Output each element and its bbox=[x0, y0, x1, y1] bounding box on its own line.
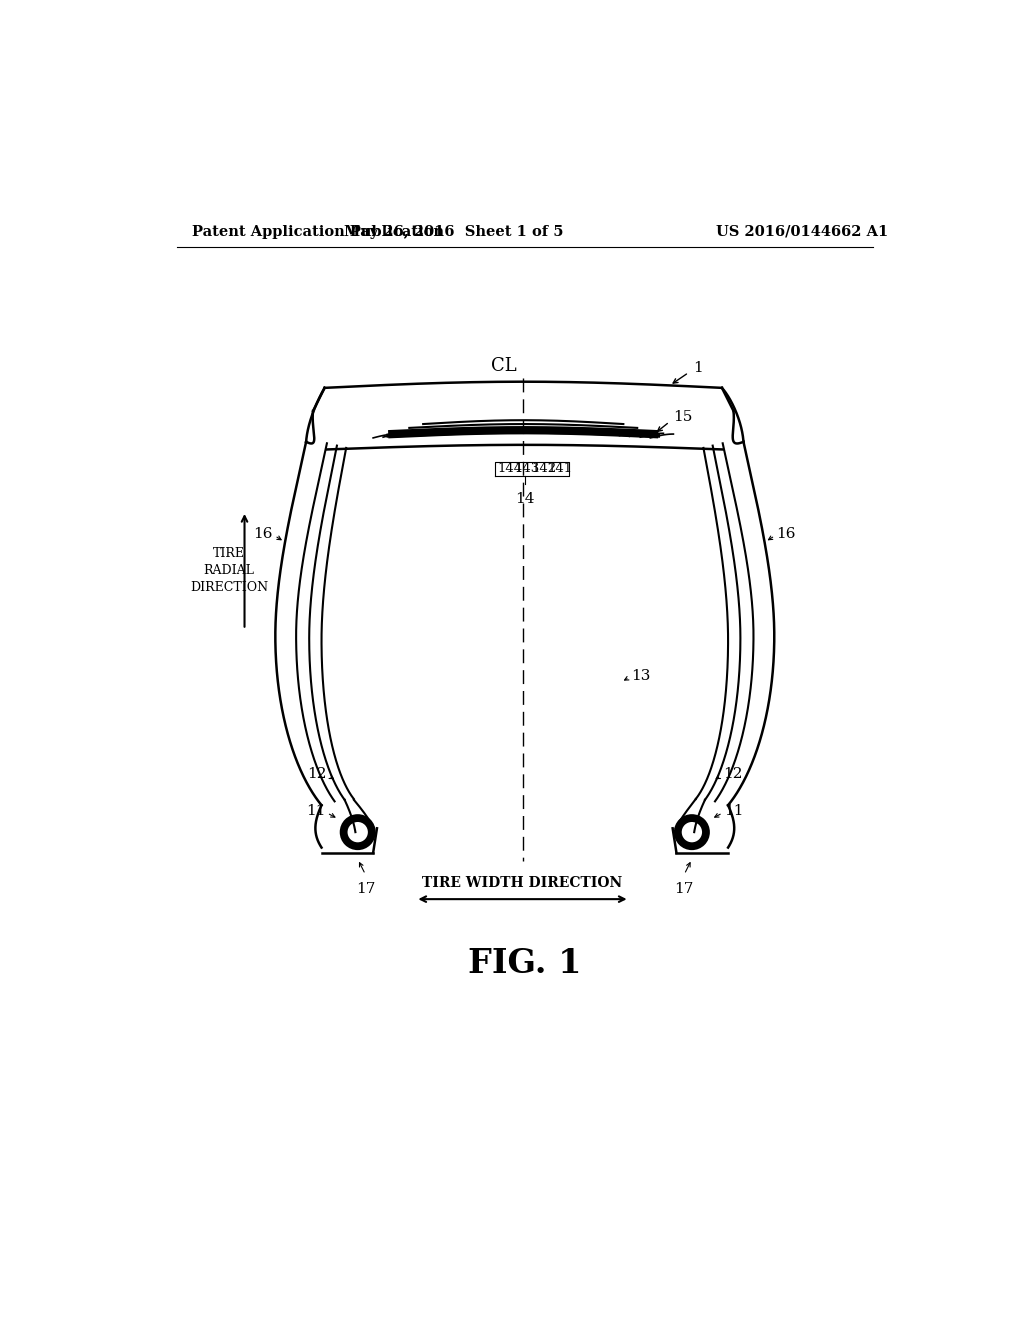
Text: Patent Application Publication: Patent Application Publication bbox=[193, 224, 444, 239]
Text: May 26, 2016  Sheet 1 of 5: May 26, 2016 Sheet 1 of 5 bbox=[344, 224, 563, 239]
Circle shape bbox=[675, 816, 709, 849]
Text: 143: 143 bbox=[514, 462, 540, 475]
Text: 142: 142 bbox=[531, 462, 556, 475]
Circle shape bbox=[682, 822, 702, 842]
Text: 17: 17 bbox=[355, 882, 375, 896]
Circle shape bbox=[347, 822, 368, 842]
Circle shape bbox=[341, 816, 375, 849]
Text: 11: 11 bbox=[306, 804, 326, 818]
Text: US 2016/0144662 A1: US 2016/0144662 A1 bbox=[716, 224, 888, 239]
Text: 17: 17 bbox=[675, 882, 694, 896]
Text: 11: 11 bbox=[724, 804, 743, 818]
Text: TIRE WIDTH DIRECTION: TIRE WIDTH DIRECTION bbox=[422, 876, 623, 890]
Text: TIRE
RADIAL
DIRECTION: TIRE RADIAL DIRECTION bbox=[190, 546, 268, 594]
Text: CL: CL bbox=[492, 358, 517, 375]
Text: 15: 15 bbox=[673, 411, 692, 424]
Text: 14: 14 bbox=[515, 492, 535, 506]
Text: 12: 12 bbox=[723, 767, 742, 781]
Text: 16: 16 bbox=[776, 527, 796, 541]
Text: 1: 1 bbox=[692, 360, 702, 375]
Text: 16: 16 bbox=[254, 527, 273, 541]
Text: FIG. 1: FIG. 1 bbox=[468, 946, 582, 979]
Text: 13: 13 bbox=[631, 669, 650, 682]
Text: 144: 144 bbox=[497, 462, 522, 475]
Text: 141: 141 bbox=[548, 462, 573, 475]
Text: 12: 12 bbox=[307, 767, 327, 781]
